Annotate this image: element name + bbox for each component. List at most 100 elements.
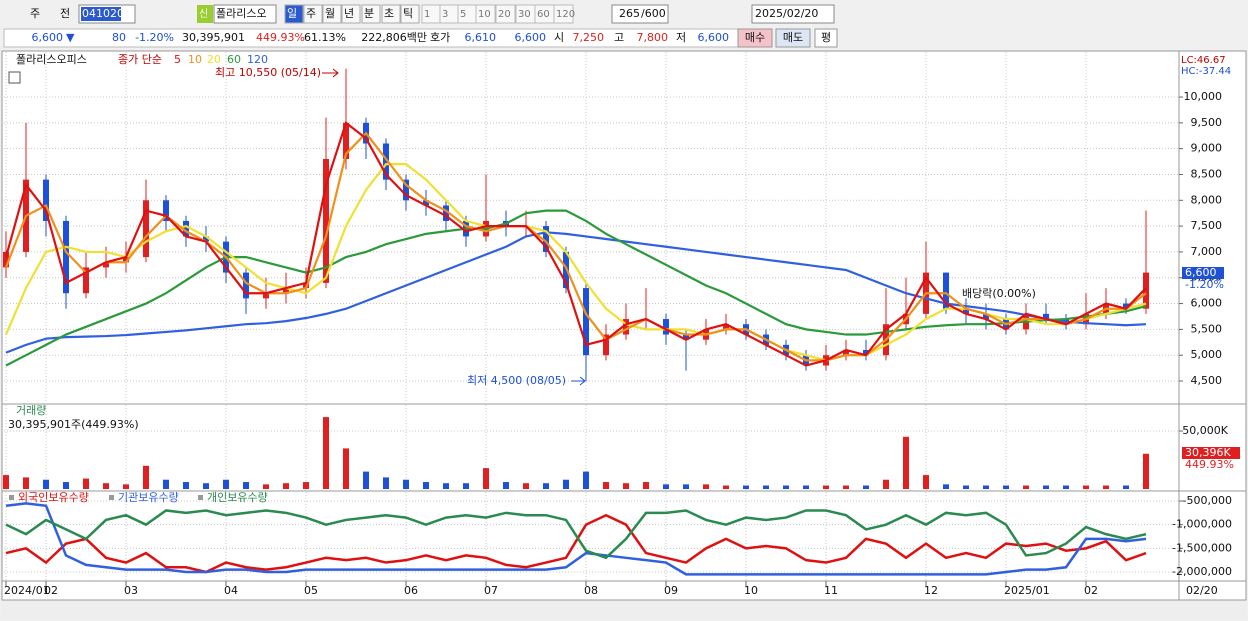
period-button[interactable] — [381, 4, 401, 24]
period-button[interactable] — [322, 4, 342, 24]
x-tick-label: 10 — [744, 584, 758, 597]
x-tick-label: 08 — [584, 584, 598, 597]
candle-body — [383, 143, 389, 180]
period-button[interactable] — [284, 4, 304, 24]
candle-body — [163, 200, 169, 221]
y-tick-label: 10,000 — [1184, 90, 1223, 103]
ma-legend: 120 — [247, 53, 268, 66]
stock-name[interactable]: 폴라리스오 — [216, 7, 267, 20]
x-tick-label: 07 — [484, 584, 498, 597]
holding-line — [5, 502, 1147, 576]
interval-button[interactable] — [553, 4, 574, 24]
volume-rate-tag: 449.93% — [1185, 458, 1234, 471]
avg-button[interactable] — [814, 28, 838, 48]
candle-body — [143, 200, 149, 258]
volume-bar — [663, 484, 669, 489]
quote-bid: 6,600 — [515, 31, 547, 44]
volume-bar — [723, 485, 729, 489]
volume-bar — [243, 482, 249, 489]
volume-bar — [1083, 485, 1089, 489]
volume-bar — [403, 479, 409, 489]
period-button[interactable] — [341, 4, 361, 24]
dividend-annotation: 배당락(0.00%) — [962, 287, 1036, 300]
volume-bar — [563, 479, 569, 489]
candle-body — [323, 158, 329, 283]
candle-body — [843, 350, 849, 356]
candle-body — [183, 220, 189, 237]
period-button[interactable] — [361, 4, 381, 24]
date-box[interactable] — [751, 4, 835, 24]
volume-bar — [143, 465, 149, 489]
panel-title: 거래량 — [16, 404, 46, 417]
y-tick-label: -1,500,000 — [1172, 541, 1232, 554]
candle-body — [623, 319, 629, 335]
ma-line — [4, 131, 1147, 362]
candle-body — [103, 262, 109, 268]
interval-label: 30 — [518, 9, 531, 20]
volume-bar — [543, 483, 549, 489]
volume-bar — [843, 485, 849, 489]
legend-label: 개인보유수량 — [207, 491, 268, 504]
y-tick-label: 7,500 — [1191, 219, 1223, 232]
prev-button[interactable]: 전 — [60, 7, 70, 20]
y-tick-label: 5,500 — [1191, 322, 1223, 335]
ma-line — [4, 121, 1147, 367]
quote-sell[interactable]: 매도 — [783, 31, 803, 44]
x-tick-label: 02 — [1084, 584, 1098, 597]
ma-legend: 10 — [188, 53, 202, 66]
volume-bar — [83, 478, 89, 489]
volume-tag: 30,396K — [1185, 446, 1231, 459]
period-label: 일 — [287, 6, 297, 20]
buy-button[interactable] — [737, 28, 773, 48]
x-tick-label: 09 — [664, 584, 678, 597]
count-box — [611, 4, 669, 24]
count-max: /600 — [641, 7, 666, 20]
candle-body — [443, 205, 449, 221]
candle-body — [3, 251, 9, 268]
high-arrow — [322, 68, 339, 78]
settings-icon[interactable] — [8, 71, 21, 84]
volume-bar — [823, 485, 829, 489]
legend-label: 외국인보유수량 — [18, 491, 89, 504]
quote-rate: -1.20% — [135, 31, 174, 44]
ma-line — [5, 209, 1147, 367]
candle-body — [583, 288, 589, 356]
volume-bar — [743, 485, 749, 489]
high-annotation: 최고 10,550 (05/14) — [215, 66, 321, 79]
quote-change: 80 — [112, 31, 126, 44]
sell-button[interactable] — [775, 28, 811, 48]
volume-bar — [783, 485, 789, 489]
quote-amount: 222,806백만 — [361, 31, 427, 44]
quote-ask-label: 호가 — [430, 31, 450, 44]
volume-bar — [483, 468, 489, 489]
period-button[interactable] — [400, 4, 420, 24]
y-tick-label: 4,500 — [1191, 374, 1223, 387]
candle-body — [243, 272, 249, 299]
volume-bar — [303, 482, 309, 489]
x-tick-label: 12 — [924, 584, 938, 597]
x-tick-label: 11 — [824, 584, 838, 597]
market-select[interactable]: 주 — [30, 7, 40, 20]
candle-body — [1143, 272, 1149, 309]
period-button[interactable] — [303, 4, 323, 24]
quote-vol-rate: 449.93% — [256, 31, 305, 44]
x-tick-label: 02 — [44, 584, 58, 597]
quote-buy[interactable]: 매수 — [745, 31, 765, 44]
volume-bar — [183, 482, 189, 489]
quote-avg[interactable]: 평 — [821, 31, 831, 44]
quote-volume: 30,395,901 — [182, 31, 245, 44]
interval-label: 5 — [460, 9, 466, 20]
lc-label: LC:46.67 — [1181, 55, 1226, 66]
name-box[interactable] — [213, 4, 277, 24]
date-input[interactable]: 2025/02/20 — [755, 7, 818, 20]
interval-button[interactable] — [495, 4, 516, 24]
scrollbar[interactable] — [2, 601, 1246, 619]
interval-button[interactable] — [475, 4, 496, 24]
quote-price: 6,600 — [32, 31, 64, 44]
candle-body — [983, 313, 989, 320]
code-input[interactable]: 041020 — [82, 7, 124, 20]
quote-turnover: 61.13% — [304, 31, 346, 44]
holding-line — [5, 513, 1147, 574]
volume-bar — [383, 477, 389, 489]
candle-body — [543, 226, 549, 252]
